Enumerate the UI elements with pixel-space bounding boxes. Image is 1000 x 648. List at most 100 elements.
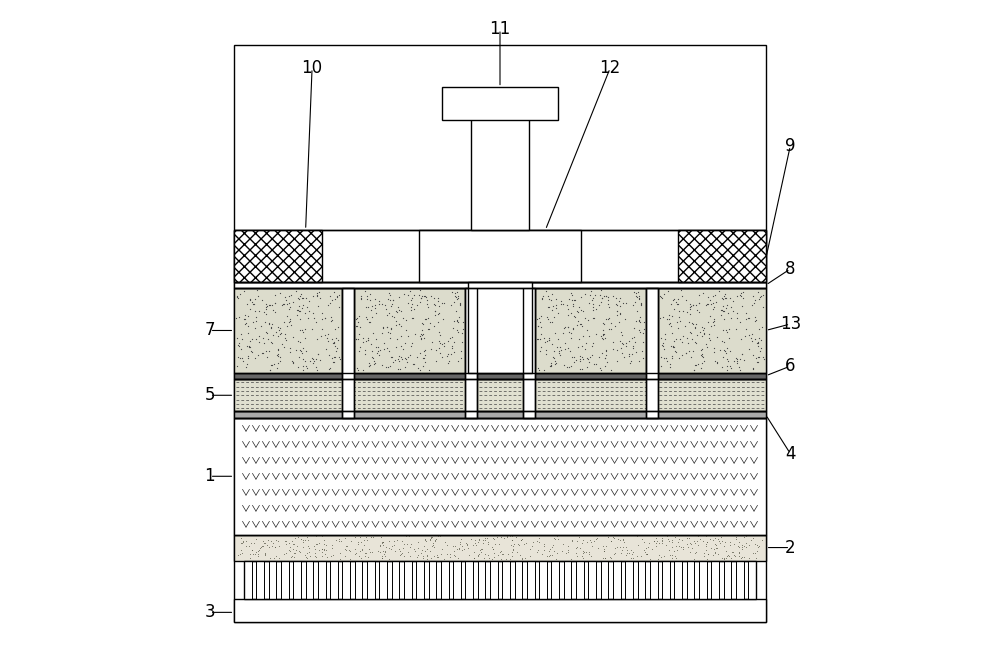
Point	[372, 541, 388, 551]
Point	[258, 346, 274, 356]
Point	[706, 302, 722, 312]
Bar	[453, 561, 461, 599]
Point	[235, 537, 251, 547]
Point	[320, 300, 336, 310]
Point	[242, 303, 258, 314]
Point	[664, 311, 680, 321]
Point	[543, 295, 559, 305]
Point	[357, 286, 373, 296]
Point	[650, 554, 666, 564]
Point	[557, 338, 573, 348]
Point	[664, 542, 680, 552]
Point	[432, 329, 448, 340]
Point	[287, 548, 303, 558]
Point	[351, 551, 367, 561]
Point	[452, 539, 468, 550]
Point	[716, 314, 732, 324]
Point	[329, 343, 345, 353]
Point	[560, 322, 576, 332]
Point	[646, 535, 662, 546]
Point	[653, 361, 669, 371]
Point	[613, 548, 629, 559]
Point	[480, 318, 496, 329]
Point	[529, 547, 545, 557]
Bar	[234, 45, 766, 622]
Point	[509, 292, 525, 302]
Point	[481, 553, 497, 563]
Point	[267, 290, 283, 301]
Point	[475, 288, 491, 298]
Bar	[650, 561, 658, 599]
Point	[347, 544, 363, 554]
Point	[731, 547, 747, 557]
Point	[706, 544, 722, 555]
Point	[398, 325, 414, 335]
Point	[420, 313, 436, 323]
Point	[308, 354, 324, 364]
Point	[719, 327, 735, 338]
Point	[359, 291, 375, 301]
Point	[476, 351, 492, 362]
Point	[235, 535, 251, 546]
Point	[530, 321, 546, 331]
Point	[635, 353, 651, 363]
Point	[745, 548, 761, 558]
Point	[271, 552, 287, 562]
Point	[473, 544, 489, 555]
Point	[654, 340, 670, 350]
Point	[644, 544, 660, 555]
Point	[691, 307, 707, 317]
Point	[325, 550, 341, 560]
Point	[584, 541, 600, 551]
Point	[572, 354, 588, 364]
Point	[544, 550, 560, 560]
Point	[250, 349, 266, 360]
Point	[501, 292, 517, 303]
Point	[585, 299, 601, 309]
Point	[498, 306, 514, 316]
Point	[626, 287, 642, 297]
Point	[666, 341, 682, 352]
Point	[382, 333, 398, 343]
Point	[446, 550, 462, 560]
Point	[398, 354, 414, 364]
Point	[351, 311, 367, 321]
Point	[502, 349, 518, 360]
Text: 9: 9	[785, 137, 796, 155]
Point	[332, 548, 348, 558]
Point	[654, 538, 670, 548]
Point	[581, 298, 597, 308]
Point	[490, 312, 506, 323]
Bar	[724, 561, 731, 599]
Point	[290, 305, 306, 315]
Bar	[465, 288, 477, 418]
Point	[404, 312, 420, 323]
Point	[301, 306, 317, 316]
Point	[707, 290, 723, 300]
Point	[402, 551, 418, 562]
Point	[615, 534, 631, 544]
Point	[691, 290, 707, 301]
Point	[615, 297, 631, 308]
Point	[723, 364, 739, 374]
Point	[314, 314, 330, 324]
Point	[505, 544, 521, 555]
Point	[447, 551, 463, 561]
Point	[498, 314, 514, 325]
Point	[263, 536, 279, 546]
Point	[505, 544, 521, 554]
Point	[707, 533, 723, 543]
Point	[512, 354, 528, 364]
Point	[383, 323, 399, 334]
Point	[532, 345, 548, 356]
Point	[679, 307, 695, 318]
Point	[557, 344, 573, 354]
Point	[391, 292, 407, 303]
Point	[677, 321, 693, 331]
Point	[381, 543, 397, 553]
Point	[687, 548, 703, 558]
Point	[478, 314, 494, 324]
Point	[536, 541, 552, 551]
Point	[436, 341, 452, 351]
Point	[625, 343, 641, 353]
